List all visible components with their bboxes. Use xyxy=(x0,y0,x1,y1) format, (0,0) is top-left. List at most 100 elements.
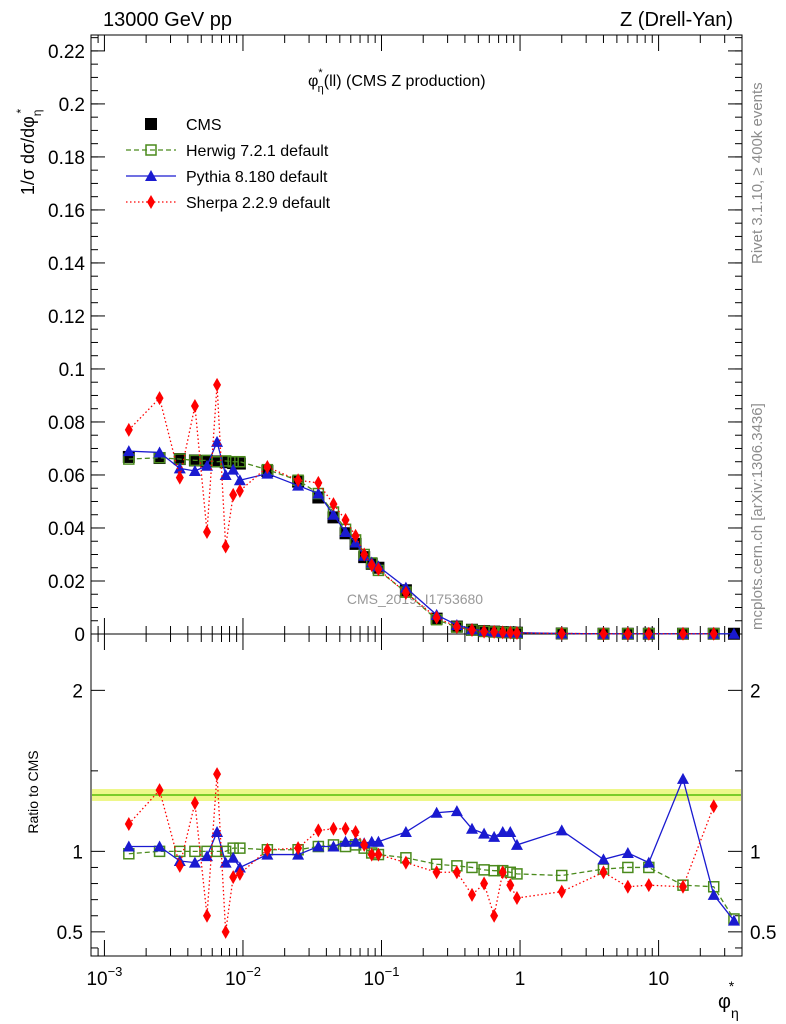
pythia-8-180-default-point xyxy=(597,853,610,865)
herwig-7-2-1-default-point xyxy=(511,868,523,880)
sherpa-2-2-9-default-point xyxy=(221,539,230,554)
sherpa-2-2-9-default-point xyxy=(360,837,369,852)
sherpa-2-2-9-default-point xyxy=(432,865,441,880)
herwig-7-2-1-default-point xyxy=(488,864,500,877)
pythia-8-180-default-point xyxy=(621,846,634,858)
sherpa-2-2-9-default-point xyxy=(314,475,323,490)
ratio-y-tick-label-right: 2 xyxy=(750,681,761,702)
sherpa-2-2-9-default-point xyxy=(190,399,199,414)
sherpa-2-2-9-default-point xyxy=(557,884,566,899)
sherpa-2-2-9-default-point xyxy=(678,879,687,894)
ratio-y-tick-label: 2 xyxy=(72,681,83,702)
pythia-8-180-default-point xyxy=(496,826,509,838)
pythia-8-180-default-point xyxy=(153,840,166,852)
sherpa-2-2-9-default-point xyxy=(329,821,338,836)
sherpa-2-2-9-default-line xyxy=(128,384,714,635)
legend: CMS Herwig 7.2.1 default Pythia 8.180 defa… xyxy=(126,117,331,212)
main-y-tick-label: 0.1 xyxy=(59,360,85,381)
sherpa-2-2-9-default-point xyxy=(229,870,238,885)
x-tick-exponent: −3 xyxy=(108,964,123,979)
main-y-tick-label: 0.08 xyxy=(48,413,85,434)
ylabel-eta: η xyxy=(30,110,44,117)
legend-label-sherpa-2-2-9-default: Sherpa 2.2.9 default xyxy=(186,195,331,212)
pythia-8-180-default-point xyxy=(399,826,412,838)
sherpa-2-2-9-default-point xyxy=(506,878,515,893)
sherpa-2-2-9-default-point xyxy=(644,878,653,893)
sherpa-2-2-9-default-point xyxy=(221,924,230,939)
pythia-8-180-default-point xyxy=(233,474,246,486)
sherpa-2-2-9-default-point xyxy=(175,470,184,485)
ylabel-main: 1/σ dσ/dφ xyxy=(18,116,38,195)
axes-layer: 0 0.02 0.04 0.06 0.08 0.1 0.12 0.14 0.16 0.18 0.2 0… xyxy=(48,35,776,990)
title-phi: φ xyxy=(308,73,318,90)
sherpa-2-2-9-default-point xyxy=(367,847,376,862)
sherpa-2-2-9-default-point xyxy=(506,625,515,640)
pythia-8-180-default-point xyxy=(122,445,135,457)
pythia-8-180-default-point xyxy=(555,824,568,836)
sherpa-2-2-9-default-point xyxy=(557,626,566,641)
main-y-tick-label: 0.2 xyxy=(59,95,85,116)
sherpa-2-2-9-default-point xyxy=(314,823,323,838)
pythia-8-180-default-point xyxy=(642,856,655,868)
main-y-tick-label: 0.04 xyxy=(48,519,85,540)
sherpa-2-2-9-default-point xyxy=(155,391,164,406)
sherpa-2-2-9-default-point xyxy=(190,796,199,811)
sherpa-2-2-9-default-point xyxy=(341,821,350,836)
sherpa-2-2-9-default-point xyxy=(263,460,272,475)
ratio-y-tick-label-right: 1 xyxy=(750,842,761,863)
pythia-8-180-default-point xyxy=(211,826,224,838)
sherpa-2-2-9-default-point xyxy=(202,908,211,923)
mcplots-label: mcplots.cern.ch [arXiv:1306.3436] xyxy=(749,403,766,630)
ratio-plot-frame xyxy=(90,633,743,957)
herwig-7-2-1-default-point xyxy=(622,861,634,874)
sherpa-2-2-9-default-point xyxy=(155,783,164,798)
pythia-8-180-default-point xyxy=(727,914,740,926)
legend-marker-cms xyxy=(145,118,157,130)
sherpa-2-2-9-default-point xyxy=(351,528,360,543)
sherpa-2-2-9-default-point xyxy=(480,876,489,891)
x-tick-exponent: −2 xyxy=(246,964,261,979)
pythia-8-180-default-point xyxy=(727,627,740,639)
pythia-8-180-default-point xyxy=(478,827,491,839)
pythia-8-180-default-point xyxy=(200,850,213,862)
sherpa-2-2-9-default-point xyxy=(709,799,718,814)
sherpa-2-2-9-default-point xyxy=(213,377,222,392)
sherpa-2-2-9-default-point xyxy=(512,625,521,640)
ratio-y-axis-label: Ratio to CMS xyxy=(25,750,41,833)
main-y-tick-label: 0.02 xyxy=(48,572,85,593)
pythia-8-180-default-point xyxy=(676,772,689,784)
main-y-tick-label: 0.06 xyxy=(48,466,85,487)
sherpa-2-2-9-default-point xyxy=(599,865,608,880)
herwig-7-2-1-default-point xyxy=(556,869,568,882)
main-y-axis-label: 1/σ dσ/dφη* xyxy=(14,109,44,196)
sherpa-2-2-9-default-point xyxy=(490,908,499,923)
x-tick-label: 10 xyxy=(648,969,669,990)
sherpa-2-2-9-default-point xyxy=(452,619,461,634)
rivet-label: Rivet 3.1.10, ≥ 400k events xyxy=(749,82,766,264)
pythia-8-180-default-point xyxy=(349,835,362,847)
sherpa-2-2-9-default-point xyxy=(294,841,303,856)
sherpa-2-2-9-default-point xyxy=(401,585,410,600)
x-tick-label: 1 xyxy=(515,969,526,990)
pythia-8-180-default-point xyxy=(327,840,340,852)
pythia-8-180-default-point xyxy=(312,840,325,852)
x-axis-label: φη * xyxy=(718,978,739,1021)
main-y-tick-label: 0.18 xyxy=(48,148,85,169)
x-tick-label: 10−3 xyxy=(86,964,122,990)
title-star: * xyxy=(318,67,323,79)
analysis-watermark: CMS_2019_I1753680 xyxy=(347,591,483,607)
pythia-8-180-default-point xyxy=(188,856,201,868)
sherpa-2-2-9-default-point xyxy=(432,610,441,625)
herwig-7-2-1-default-point xyxy=(234,455,246,468)
sherpa-2-2-9-default-point xyxy=(490,624,499,639)
sherpa-2-2-9-default-point xyxy=(468,623,477,638)
legend-label-pythia-8-180-default: Pythia 8.180 default xyxy=(186,169,328,186)
sherpa-2-2-9-default-point xyxy=(498,625,507,640)
sherpa-2-2-9-default-point xyxy=(367,558,376,573)
main-y-tick-label: 0.14 xyxy=(48,254,85,275)
ratio-series-layer xyxy=(122,767,740,939)
pythia-8-180-default-point xyxy=(466,822,479,834)
ratio-y-tick-label: 1 xyxy=(72,842,83,863)
pythia-8-180-default-point xyxy=(327,508,340,520)
